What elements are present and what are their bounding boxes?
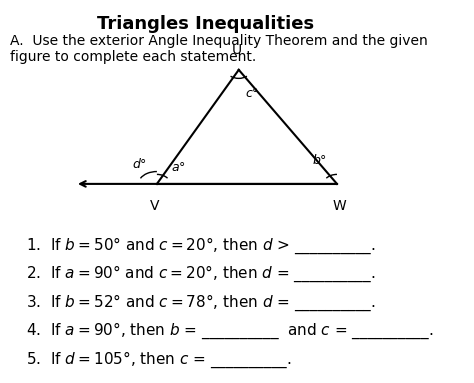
Text: 5.  If $d = 105°$, then $c$ = __________.: 5. If $d = 105°$, then $c$ = __________. <box>26 349 292 370</box>
Text: $b°$: $b°$ <box>312 153 327 167</box>
Text: Triangles Inequalities: Triangles Inequalities <box>98 15 315 33</box>
Text: W: W <box>332 199 346 213</box>
Text: U: U <box>232 43 242 57</box>
Text: 4.  If $a = 90°$, then $b$ = __________  and $c$ = __________.: 4. If $a = 90°$, then $b$ = __________ a… <box>26 321 433 341</box>
Text: $a°$: $a°$ <box>171 161 186 174</box>
Text: $c°$: $c°$ <box>245 87 259 100</box>
Text: 3.  If $b = 52°$ and $c = 78°$, then $d$ = __________.: 3. If $b = 52°$ and $c = 78°$, then $d$ … <box>26 292 376 313</box>
Text: $d°$: $d°$ <box>132 157 146 170</box>
Text: 2.  If $a = 90°$ and $c = 20°$, then $d$ = __________.: 2. If $a = 90°$ and $c = 20°$, then $d$ … <box>26 264 375 284</box>
Text: A.  Use the exterior Angle Inequality Theorem and the given
figure to complete e: A. Use the exterior Angle Inequality The… <box>9 34 428 64</box>
Text: 1.  If $b = 50°$ and $c = 20°$, then $d$ > __________.: 1. If $b = 50°$ and $c = 20°$, then $d$ … <box>26 235 376 255</box>
Text: V: V <box>150 199 160 213</box>
